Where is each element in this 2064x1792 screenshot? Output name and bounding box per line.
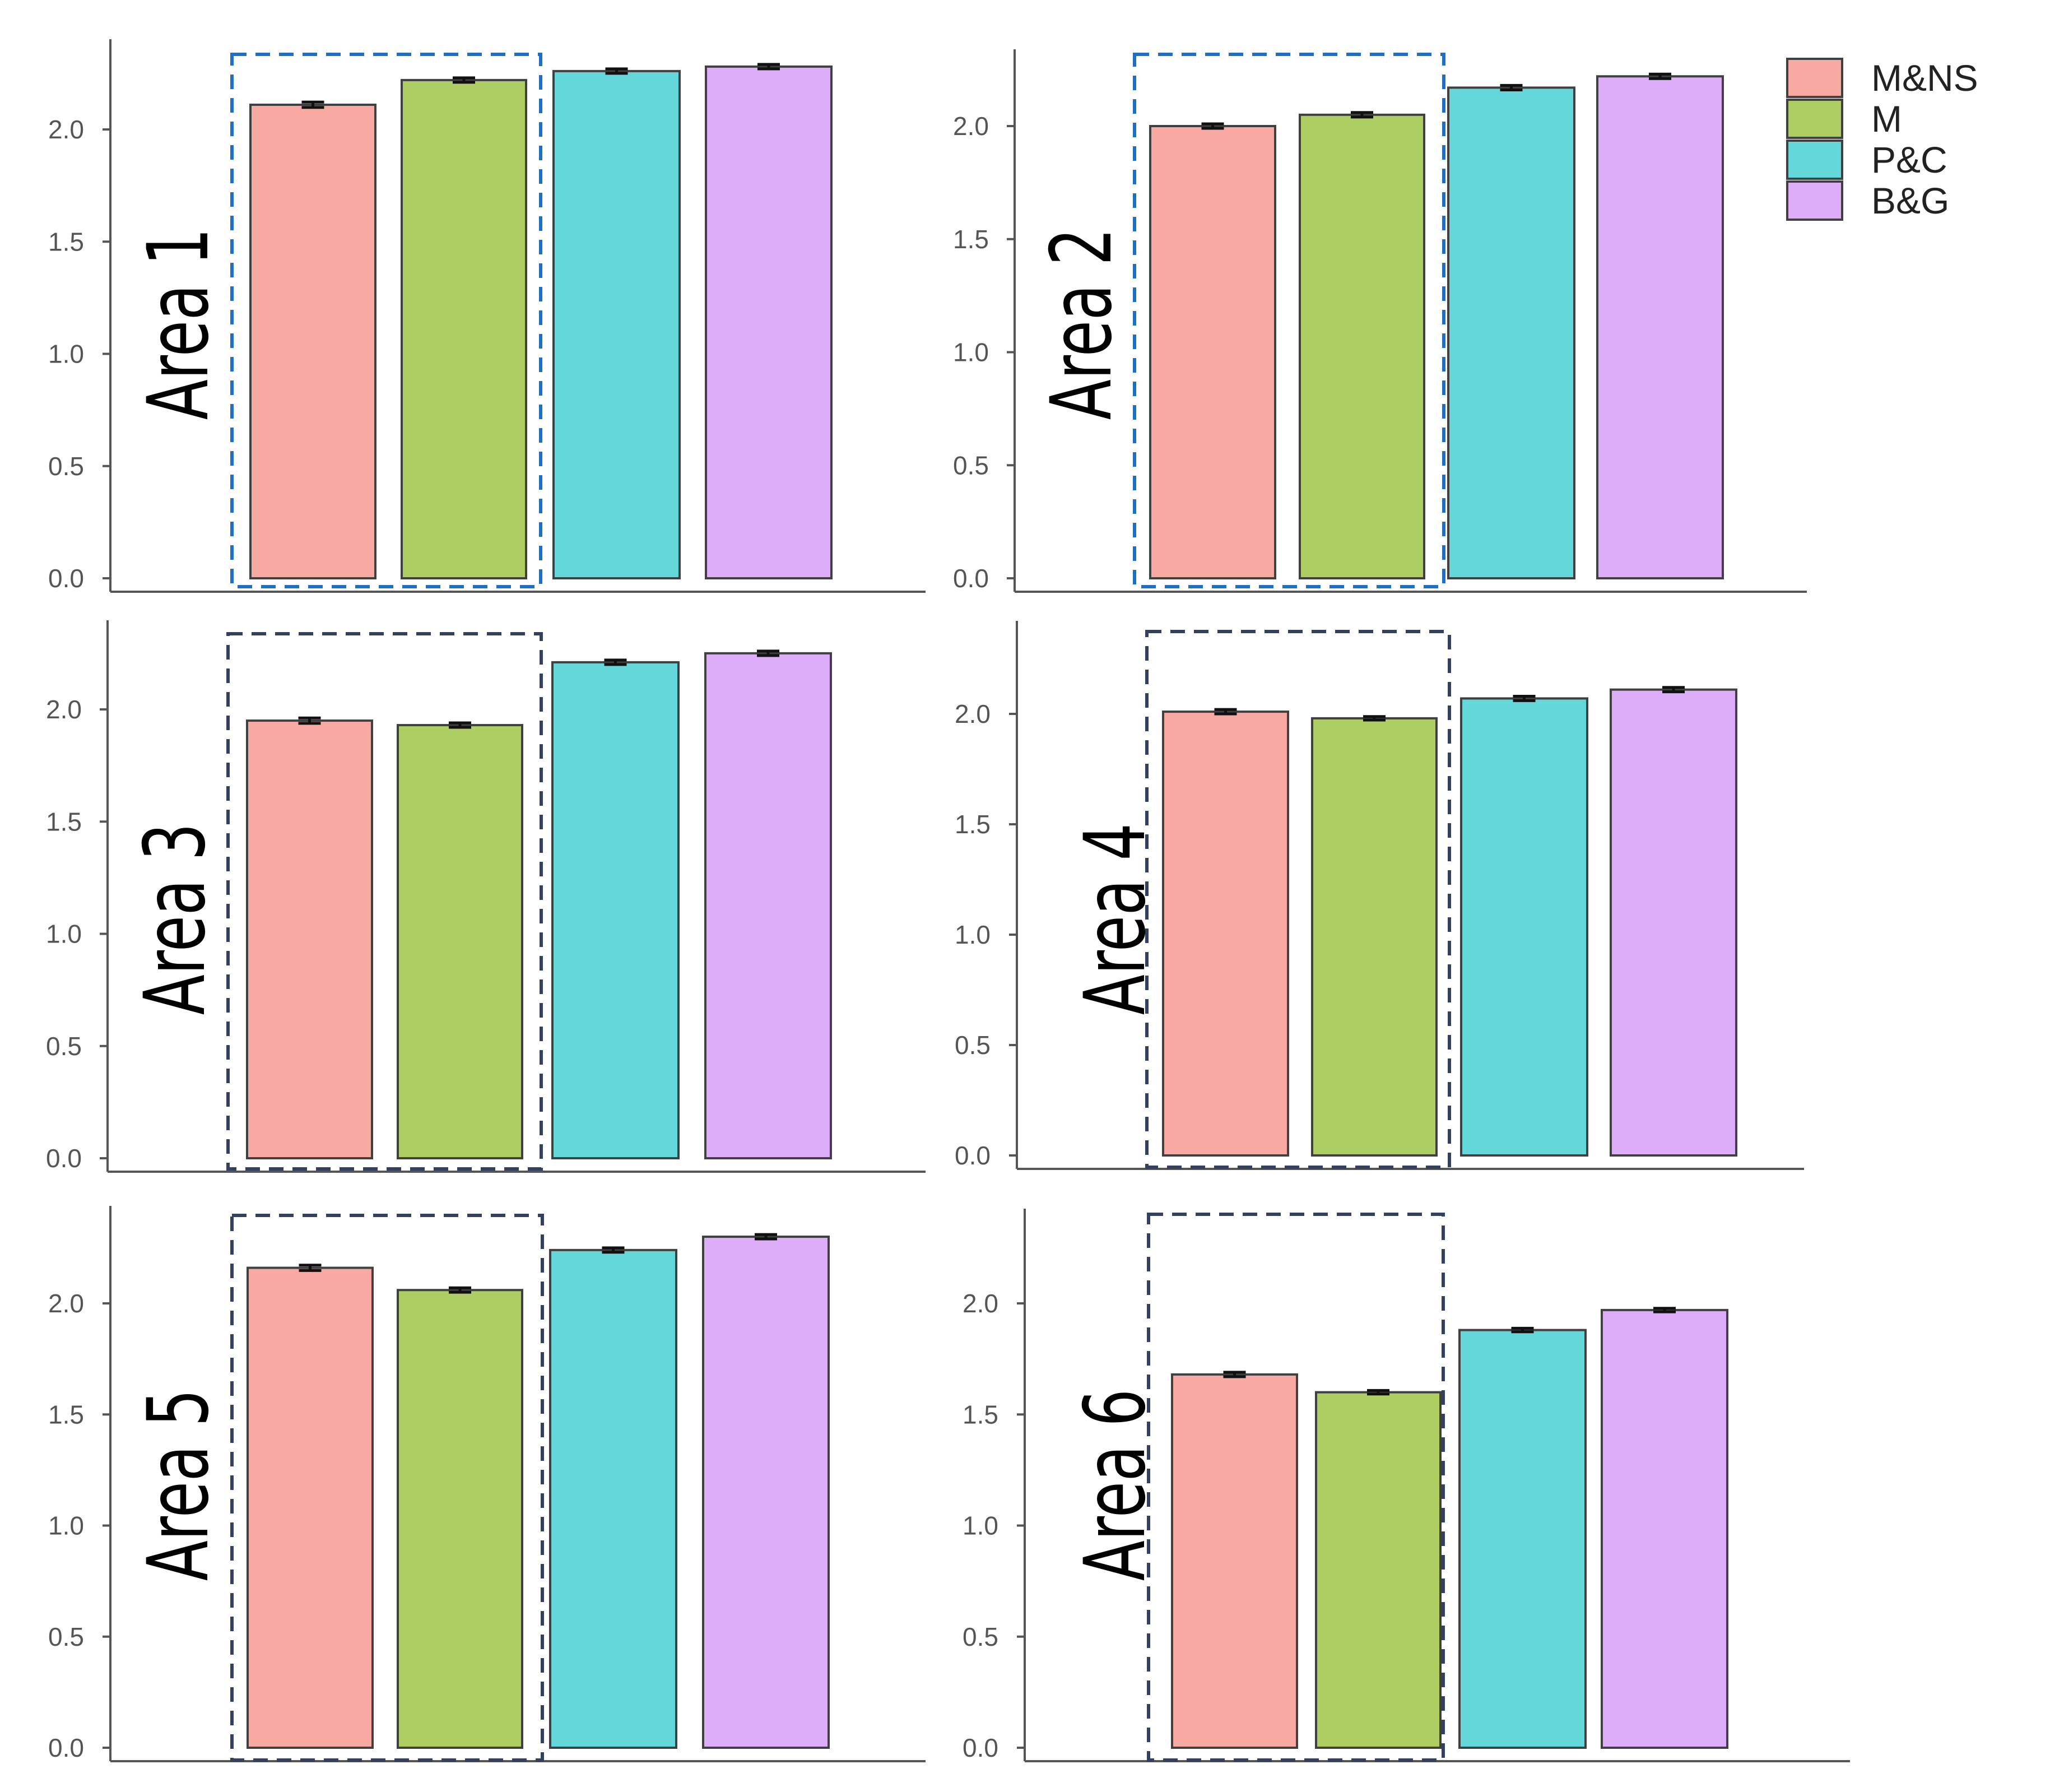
legend-swatch-pandc (1786, 140, 1843, 180)
bar-mandns (1171, 1373, 1298, 1749)
panel-label: Area 3 (126, 823, 224, 1015)
bar-mandns (1162, 711, 1289, 1157)
bar-bandg (1596, 75, 1724, 580)
legend-swatch-mandns (1786, 58, 1843, 98)
panel-area-5: 0.0 0.5 1.0 1.5 2.0 Area 5 (48, 1206, 926, 1762)
y-tick-label: 1.0 (953, 338, 989, 367)
y-tick-label: 1.0 (46, 920, 82, 949)
y-tick-label: 1.0 (48, 1511, 84, 1540)
panel-label: Area 5 (129, 1389, 227, 1581)
y-tick-label: 2.0 (953, 112, 989, 141)
legend-label: P&C (1871, 139, 1947, 180)
y-tick-label: 1.5 (46, 807, 82, 836)
y-tick-label: 0.0 (48, 1733, 84, 1762)
legend-label: B&G (1871, 180, 1949, 221)
y-tick-label: 2.0 (48, 115, 84, 144)
bar-bandg (1610, 688, 1737, 1157)
bar-pandc (1458, 1329, 1587, 1749)
panel-label: Area 6 (1066, 1389, 1164, 1581)
bar-mandns (249, 103, 376, 579)
legend-label: M (1871, 98, 1902, 140)
bar-m (1315, 1391, 1442, 1749)
highlight-dashed-box (1145, 630, 1451, 1169)
bar-bandg (702, 1236, 830, 1749)
y-tick-label: 0.5 (48, 452, 84, 481)
bar-m (1311, 717, 1438, 1157)
bar-m (401, 78, 527, 579)
y-tick-label: 0.5 (963, 1622, 998, 1651)
bar-mandns (247, 1266, 374, 1749)
y-tick-label: 0.0 (46, 1144, 82, 1173)
panel-label: Area 4 (1066, 823, 1164, 1015)
panel-area-4: 0.0 0.5 1.0 1.5 2.0 Area 4 (955, 621, 1804, 1170)
y-tick-label: 0.0 (955, 1141, 991, 1170)
bar-pandc (1447, 86, 1575, 579)
panel-area-1: 0.0 0.5 1.0 1.5 2.0 Area 1 (48, 39, 926, 593)
y-tick-label: 0.5 (953, 451, 989, 480)
y-tick-label: 2.0 (48, 1289, 84, 1318)
panels: 0.0 0.5 1.0 1.5 2.0 Area 1 0.0 0.5 1.0 1.5 2.0 Area… (46, 39, 1850, 1762)
y-tick-label: 1.0 (48, 340, 84, 369)
y-tick-label: 1.5 (48, 1400, 84, 1429)
y-tick-label: 1.0 (955, 920, 991, 949)
y-tick-label: 1.5 (48, 227, 84, 256)
highlight-dashed-box (230, 53, 542, 588)
y-tick-label: 0.5 (46, 1032, 82, 1061)
legend-swatch-m (1786, 99, 1843, 139)
panel-label: Area 2 (1033, 228, 1131, 420)
bar-bandg (705, 65, 833, 580)
y-tick-label: 1.0 (963, 1511, 998, 1540)
y-tick-label: 0.0 (963, 1733, 998, 1762)
y-tick-label: 0.0 (48, 564, 84, 593)
y-tick-label: 1.5 (963, 1400, 998, 1429)
y-tick-label: 1.5 (955, 810, 991, 839)
y-tick-label: 0.0 (953, 564, 989, 593)
highlight-dashed-box (230, 1214, 544, 1762)
bar-pandc (551, 661, 680, 1159)
bar-bandg (1601, 1308, 1728, 1749)
y-tick-label: 0.5 (955, 1030, 991, 1060)
y-tick-label: 2.0 (963, 1289, 998, 1318)
bar-m (397, 1289, 523, 1749)
highlight-dashed-box (1133, 53, 1445, 588)
panel-label: Area 1 (129, 228, 227, 420)
panel-area-3: 0.0 0.5 1.0 1.5 2.0 Area 3 (46, 620, 926, 1173)
panel-area-2: 0.0 0.5 1.0 1.5 2.0 Area 2 (953, 49, 1807, 593)
y-tick-label: 2.0 (955, 699, 991, 728)
y-tick-label: 2.0 (46, 695, 82, 724)
legend-swatch-bandg (1786, 180, 1843, 221)
bar-pandc (552, 69, 681, 580)
bar-mandns (1149, 125, 1276, 579)
legend-label: M&NS (1871, 57, 1978, 99)
y-tick-label: 0.5 (48, 1622, 84, 1651)
bar-pandc (549, 1248, 677, 1749)
panel-area-6: 0.0 0.5 1.0 1.5 2.0 Area 6 (963, 1209, 1850, 1762)
bar-m (1299, 113, 1425, 579)
y-tick-label: 1.5 (953, 225, 989, 254)
bar-mandns (246, 719, 373, 1159)
highlight-dashed-box (1147, 1213, 1445, 1762)
bar-m (397, 724, 523, 1160)
bar-pandc (1460, 697, 1588, 1157)
bar-bandg (704, 652, 832, 1159)
